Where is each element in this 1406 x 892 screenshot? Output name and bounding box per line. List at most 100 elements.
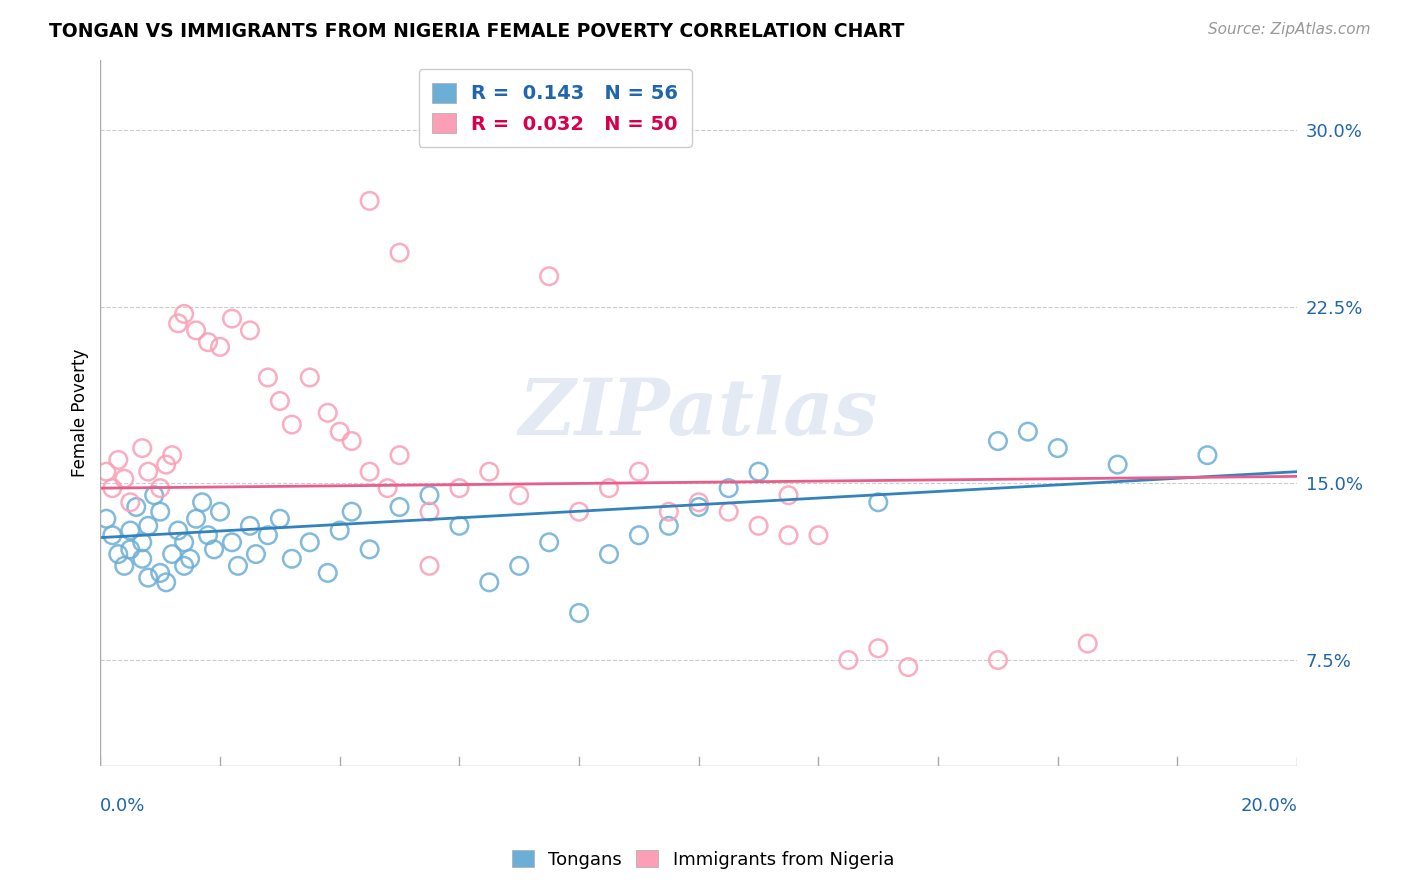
Point — [107, 547, 129, 561]
Point — [868, 495, 890, 509]
Point — [1107, 458, 1129, 472]
Point — [269, 512, 291, 526]
Point — [149, 566, 172, 580]
Legend: Tongans, Immigrants from Nigeria: Tongans, Immigrants from Nigeria — [505, 843, 901, 876]
Point — [340, 505, 363, 519]
Point — [245, 547, 267, 561]
Point — [359, 465, 381, 479]
Point — [173, 307, 195, 321]
Point — [191, 495, 214, 509]
Point — [96, 465, 118, 479]
Point — [316, 566, 339, 580]
Point — [868, 641, 890, 656]
Point — [508, 488, 530, 502]
Point — [418, 558, 440, 573]
Point — [298, 370, 321, 384]
Point — [257, 528, 280, 542]
Point — [688, 495, 710, 509]
Point — [120, 542, 142, 557]
Point — [778, 528, 800, 542]
Point — [131, 551, 153, 566]
Point — [167, 316, 190, 330]
Legend: R =  0.143   N = 56, R =  0.032   N = 50: R = 0.143 N = 56, R = 0.032 N = 50 — [419, 70, 692, 147]
Point — [136, 518, 159, 533]
Point — [120, 495, 142, 509]
Point — [388, 448, 411, 462]
Point — [340, 434, 363, 448]
Point — [1197, 448, 1219, 462]
Point — [120, 524, 142, 538]
Point — [221, 311, 243, 326]
Point — [125, 500, 148, 514]
Point — [131, 535, 153, 549]
Point — [197, 335, 219, 350]
Point — [1046, 441, 1069, 455]
Point — [987, 653, 1010, 667]
Point — [208, 505, 231, 519]
Point — [112, 558, 135, 573]
Point — [837, 653, 859, 667]
Text: Source: ZipAtlas.com: Source: ZipAtlas.com — [1208, 22, 1371, 37]
Point — [329, 425, 352, 439]
Point — [239, 323, 262, 337]
Point — [449, 481, 471, 495]
Point — [269, 394, 291, 409]
Point — [538, 269, 561, 284]
Point — [627, 528, 650, 542]
Point — [257, 370, 280, 384]
Point — [508, 558, 530, 573]
Point — [179, 551, 201, 566]
Point — [184, 323, 207, 337]
Point — [136, 571, 159, 585]
Point — [197, 528, 219, 542]
Point — [538, 535, 561, 549]
Point — [1017, 425, 1039, 439]
Point — [778, 488, 800, 502]
Point — [688, 500, 710, 514]
Point — [149, 481, 172, 495]
Point — [717, 481, 740, 495]
Text: 20.0%: 20.0% — [1240, 797, 1298, 814]
Point — [388, 245, 411, 260]
Point — [143, 488, 166, 502]
Point — [101, 481, 124, 495]
Text: ZIPatlas: ZIPatlas — [519, 375, 879, 451]
Point — [748, 465, 770, 479]
Point — [131, 441, 153, 455]
Point — [202, 542, 225, 557]
Text: 0.0%: 0.0% — [100, 797, 146, 814]
Point — [281, 551, 304, 566]
Point — [627, 465, 650, 479]
Point — [173, 558, 195, 573]
Point — [418, 505, 440, 519]
Point — [478, 575, 501, 590]
Point — [748, 518, 770, 533]
Point — [160, 448, 183, 462]
Point — [359, 542, 381, 557]
Point — [1077, 636, 1099, 650]
Point — [717, 505, 740, 519]
Point — [316, 406, 339, 420]
Point — [101, 528, 124, 542]
Point — [568, 505, 591, 519]
Point — [449, 518, 471, 533]
Point — [149, 505, 172, 519]
Point — [598, 481, 620, 495]
Point — [987, 434, 1010, 448]
Point — [281, 417, 304, 432]
Point — [298, 535, 321, 549]
Point — [112, 472, 135, 486]
Point — [208, 340, 231, 354]
Point — [184, 512, 207, 526]
Text: TONGAN VS IMMIGRANTS FROM NIGERIA FEMALE POVERTY CORRELATION CHART: TONGAN VS IMMIGRANTS FROM NIGERIA FEMALE… — [49, 22, 904, 41]
Y-axis label: Female Poverty: Female Poverty — [72, 349, 89, 477]
Point — [155, 575, 177, 590]
Point — [239, 518, 262, 533]
Point — [160, 547, 183, 561]
Point — [329, 524, 352, 538]
Point — [658, 505, 681, 519]
Point — [359, 194, 381, 208]
Point — [136, 465, 159, 479]
Point — [221, 535, 243, 549]
Point — [598, 547, 620, 561]
